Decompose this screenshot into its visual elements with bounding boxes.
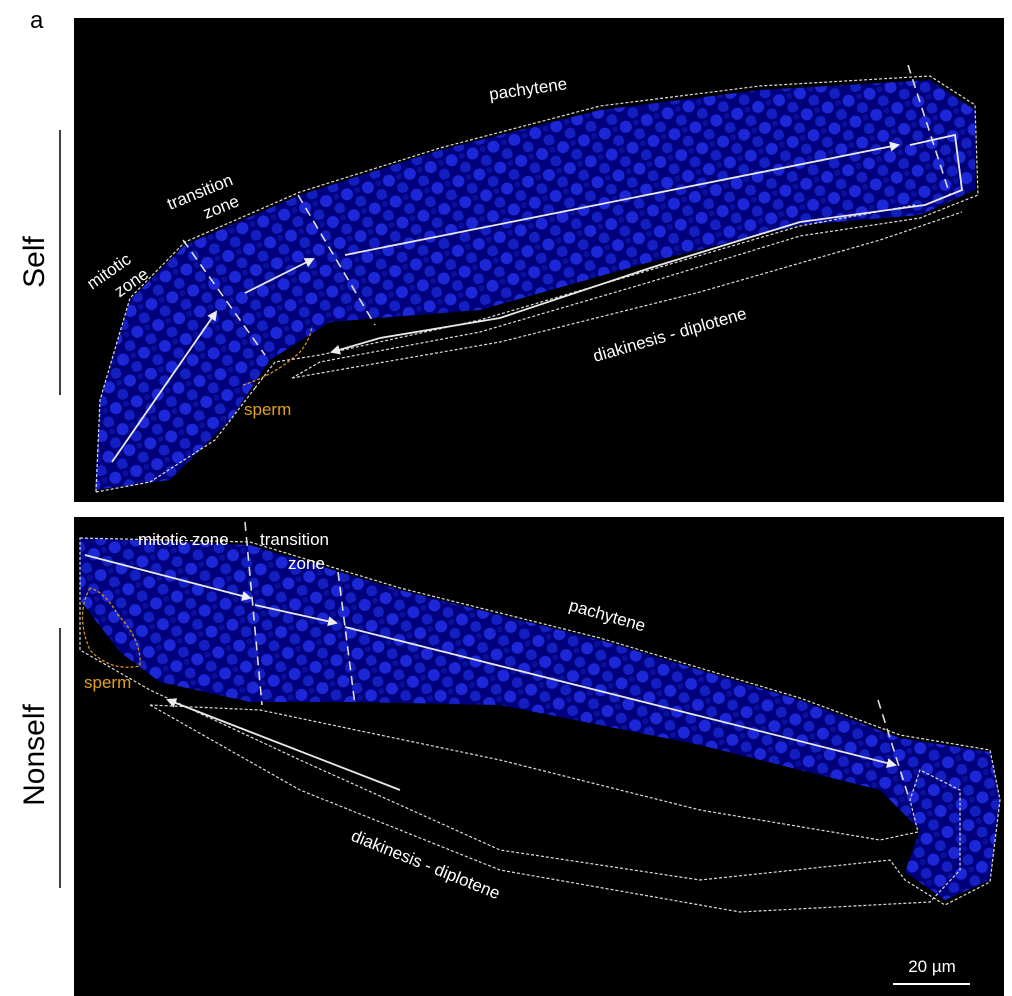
sperm-label: sperm: [244, 400, 291, 419]
stage-label: mitotic zone: [138, 530, 229, 549]
row-label: Nonself: [18, 703, 51, 805]
label-line: transition: [260, 530, 329, 549]
panel-self: pachytene transitionzone mitoticzone spe…: [18, 18, 1004, 502]
row-label: Self: [18, 235, 51, 287]
figure-label: a: [30, 7, 44, 34]
figure: a pachytene transitionzone mitoticzone s…: [0, 0, 1012, 996]
sperm-label: sperm: [84, 673, 131, 692]
label-line: zone: [288, 554, 325, 573]
scale-bar-label: 20 µm: [908, 957, 956, 976]
